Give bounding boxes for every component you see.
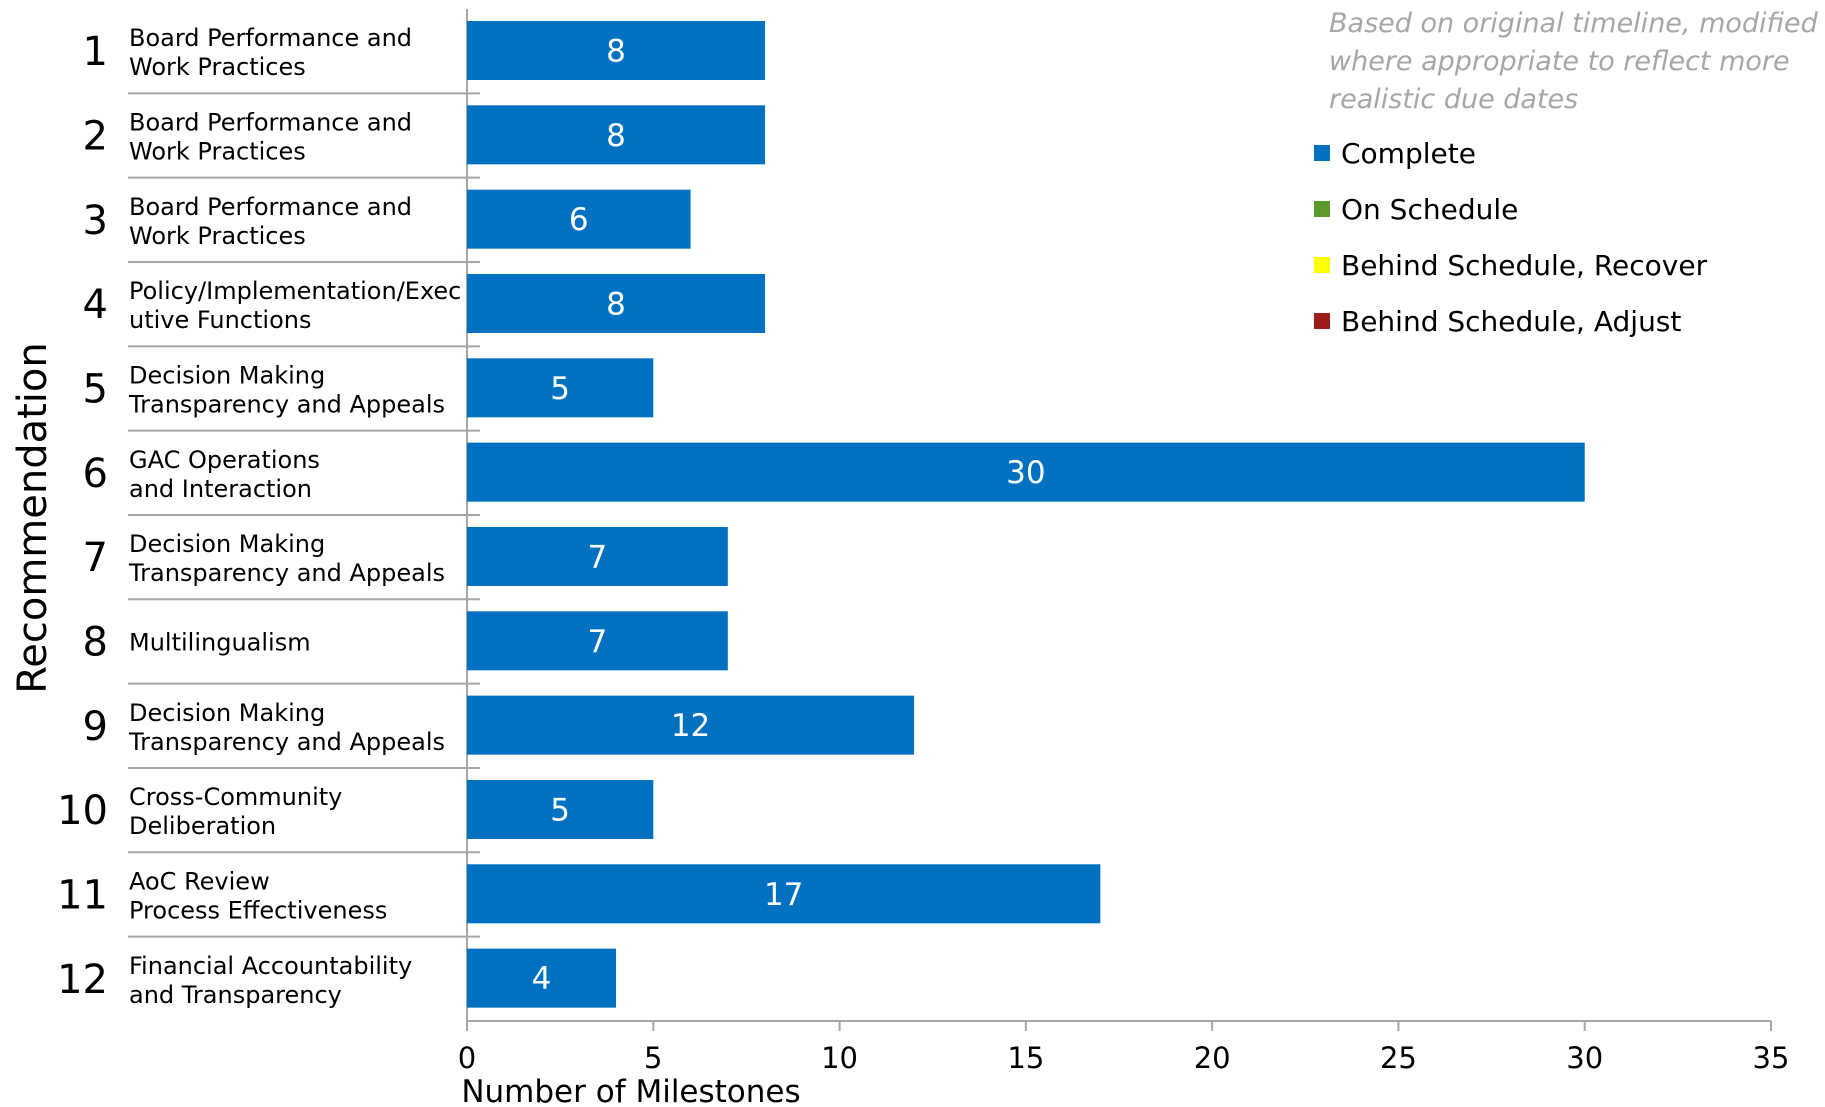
timeline-note-line: realistic due dates [1329,84,1578,115]
recommendation-number: 1 [83,29,108,75]
legend-label: Behind Schedule, Recover [1341,249,1708,282]
bar-value-label: 8 [606,286,626,322]
recommendation-number: 12 [57,957,108,1003]
legend-swatch [1314,313,1330,329]
timeline-note-line: where appropriate to reflect more [1329,46,1790,77]
bar-value-label: 7 [588,624,608,660]
recommendation-name-line-1: Board Performance and [129,24,412,52]
bar [467,105,766,165]
bar-value-label: 7 [588,539,608,575]
bar [467,779,654,839]
recommendation-name-line-1: Board Performance and [129,193,412,221]
recommendation-name-line-1: GAC Operations [129,446,320,474]
recommendation-name-line-2: Work Practices [129,222,306,250]
x-tick-label: 5 [644,1041,662,1075]
x-tick-label: 20 [1194,1041,1231,1075]
x-tick-label: 0 [458,1041,476,1075]
bar [467,189,691,249]
recommendation-name-line-1: Decision Making [129,530,325,558]
recommendation-name-line-2: Transparency and Appeals [128,390,445,418]
legend-swatch [1314,201,1330,217]
recommendation-number: 5 [83,366,108,412]
bar-value-label: 5 [550,371,570,407]
recommendation-name-line-2: Deliberation [129,812,276,840]
bar-value-label: 5 [550,792,570,828]
recommendation-number: 11 [57,872,108,918]
x-tick-label: 25 [1380,1041,1417,1075]
bar-value-label: 8 [606,34,626,70]
recommendation-name-line-2: and Interaction [129,475,312,503]
recommendation-name-line-1: Decision Making [129,699,325,727]
recommendation-number: 6 [83,451,108,497]
bar [467,273,766,333]
bar [467,442,1585,502]
recommendation-number: 3 [83,198,108,244]
bar [467,611,728,671]
bar [467,948,617,1008]
legend-swatch [1314,145,1330,161]
legend-label: Behind Schedule, Adjust [1341,305,1681,338]
recommendation-number: 8 [83,619,108,665]
x-tick-label: 35 [1753,1041,1790,1075]
bar-value-label: 30 [1006,455,1045,491]
bar-value-label: 4 [532,961,552,997]
recommendation-name-line-2: Work Practices [129,137,306,165]
recommendation-name-line-2: Process Effectiveness [129,896,387,924]
recommendation-name-line-2: utive Functions [129,306,311,334]
legend-label: On Schedule [1341,193,1518,226]
bar [467,526,728,586]
recommendation-name-line-2: and Transparency [129,981,342,1009]
recommendation-number: 2 [83,113,108,159]
recommendation-number: 9 [83,704,108,750]
recommendation-number: 7 [83,535,108,581]
recommendation-name-line-1: Board Performance and [129,108,412,136]
bar [467,21,766,80]
bar-value-label: 6 [569,202,589,238]
timeline-note-line: Based on original timeline, modified [1329,8,1819,39]
legend-label: Complete [1341,137,1476,170]
bar [467,864,1101,924]
bar-value-label: 12 [671,708,710,744]
recommendation-name: Multilingualism [129,628,311,656]
recommendation-name-line-1: Policy/Implementation/Exec [129,277,461,305]
bar [467,695,915,755]
recommendation-name-line-1: Financial Accountability [129,952,412,980]
recommendation-name-line-2: Transparency and Appeals [128,728,445,756]
recommendation-name-line-2: Work Practices [129,53,306,81]
x-tick-label: 15 [1007,1041,1044,1075]
recommendation-name-line-1: Decision Making [129,361,325,389]
legend-swatch [1314,257,1330,273]
bar-value-label: 17 [764,877,803,913]
recommendation-number: 10 [57,788,108,834]
bar [467,358,654,418]
recommendation-number: 4 [83,282,108,328]
y-axis-title: Recommendation [10,342,56,693]
recommendation-name-line-1: Cross-Community [129,783,342,811]
recommendation-name-line-1: AoC Review [129,867,270,895]
x-axis-title: Number of Milestones [461,1074,800,1107]
x-tick-label: 30 [1566,1041,1603,1075]
x-tick-label: 10 [821,1041,858,1075]
bar-value-label: 8 [606,118,626,154]
recommendation-name-line-2: Transparency and Appeals [128,559,445,587]
